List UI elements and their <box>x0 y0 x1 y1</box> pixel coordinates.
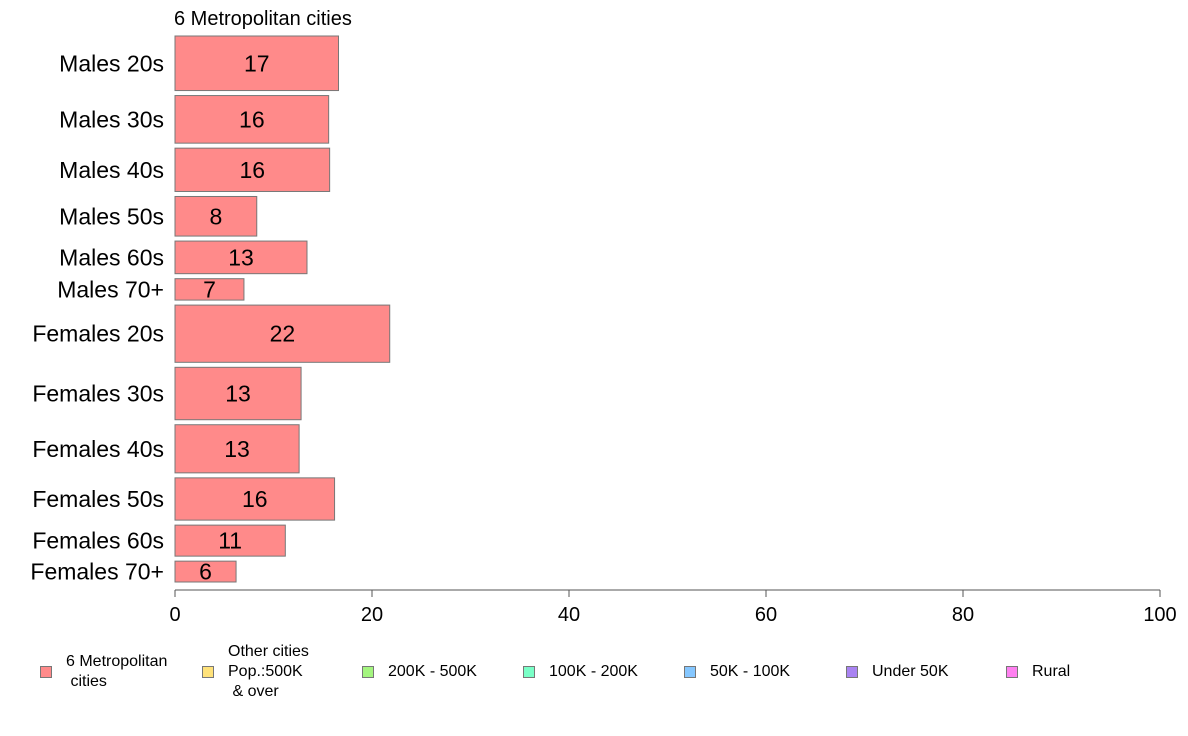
legend-swatch <box>684 666 696 678</box>
legend-label: 50K - 100K <box>710 663 791 680</box>
legend-item: 100K - 200K <box>523 662 638 682</box>
bar-value-label: 6 <box>199 559 212 585</box>
category-label: Males 30s <box>59 106 164 132</box>
category-label: Males 20s <box>59 50 164 76</box>
bar <box>174 477 336 521</box>
bar <box>174 366 302 421</box>
bar <box>174 560 237 583</box>
category-label: Females 40s <box>32 436 164 462</box>
x-tick-label: 40 <box>558 604 580 626</box>
bar <box>174 524 286 557</box>
bar <box>174 278 245 301</box>
legend-swatch <box>40 666 52 678</box>
bar <box>174 304 391 363</box>
legend-swatch <box>362 666 374 678</box>
legend-label: Under 50K <box>872 663 949 680</box>
legend-swatch <box>1006 666 1018 678</box>
legend-item: 6 Metropolitan cities <box>40 652 167 692</box>
legend-item: Rural <box>1006 662 1070 682</box>
legend-label: Rural <box>1032 663 1071 680</box>
legend-item: 200K - 500K <box>362 662 477 682</box>
chart-title: 6 Metropolitan cities <box>174 8 352 30</box>
x-tick-label: 100 <box>1143 604 1176 626</box>
bar <box>174 95 330 144</box>
x-axis: 0 20 40 60 80 100 <box>169 589 1177 626</box>
legend-label: Other cities Pop.:500K & over <box>228 643 309 700</box>
bar-value-label: 16 <box>239 106 265 132</box>
bar-value-label: 8 <box>209 203 222 229</box>
bar <box>174 240 308 275</box>
bar-value-label: 22 <box>270 321 296 347</box>
x-tick-label: 60 <box>755 604 777 626</box>
bar <box>174 424 300 474</box>
bar-value-label: 7 <box>203 276 216 302</box>
legend-label: 200K - 500K <box>388 663 477 680</box>
bar-value-label: 13 <box>225 381 251 407</box>
legend-item: Other cities Pop.:500K & over <box>202 642 309 702</box>
legend-label: 100K - 200K <box>549 663 638 680</box>
bar-value-label: 17 <box>244 50 270 76</box>
legend-item: 50K - 100K <box>684 662 790 682</box>
x-tick-label: 80 <box>952 604 974 626</box>
legend-swatch <box>846 666 858 678</box>
category-label: Females 30s <box>32 381 164 407</box>
bar-value-label: 16 <box>242 486 268 512</box>
category-label: Females 20s <box>32 321 164 347</box>
bar-value-label: 13 <box>224 436 250 462</box>
category-label: Males 40s <box>59 157 164 183</box>
x-tick-label: 0 <box>169 604 180 626</box>
bar <box>174 195 258 237</box>
legend-item: Under 50K <box>846 662 949 682</box>
category-label: Females 50s <box>32 486 164 512</box>
category-label: Males 60s <box>59 244 164 270</box>
legend-label: 6 Metropolitan cities <box>66 653 168 690</box>
legend: 6 Metropolitan cities Other cities Pop.:5… <box>0 640 1188 710</box>
bars-layer: 17 Males 20s 16 Males 30s 16 Males 40s 8 Males … <box>30 35 391 585</box>
bar <box>174 35 340 92</box>
category-label: Males 70+ <box>57 276 164 302</box>
bar-value-label: 11 <box>218 528 242 554</box>
bar-value-label: 16 <box>240 157 266 183</box>
legend-swatch <box>202 666 214 678</box>
category-label: Males 50s <box>59 203 164 229</box>
legend-swatch <box>523 666 535 678</box>
bar <box>174 147 331 192</box>
category-label: Females 60s <box>32 528 164 554</box>
category-label: Females 70+ <box>30 559 164 585</box>
bar-value-label: 13 <box>228 244 254 270</box>
x-tick-label: 20 <box>361 604 383 626</box>
